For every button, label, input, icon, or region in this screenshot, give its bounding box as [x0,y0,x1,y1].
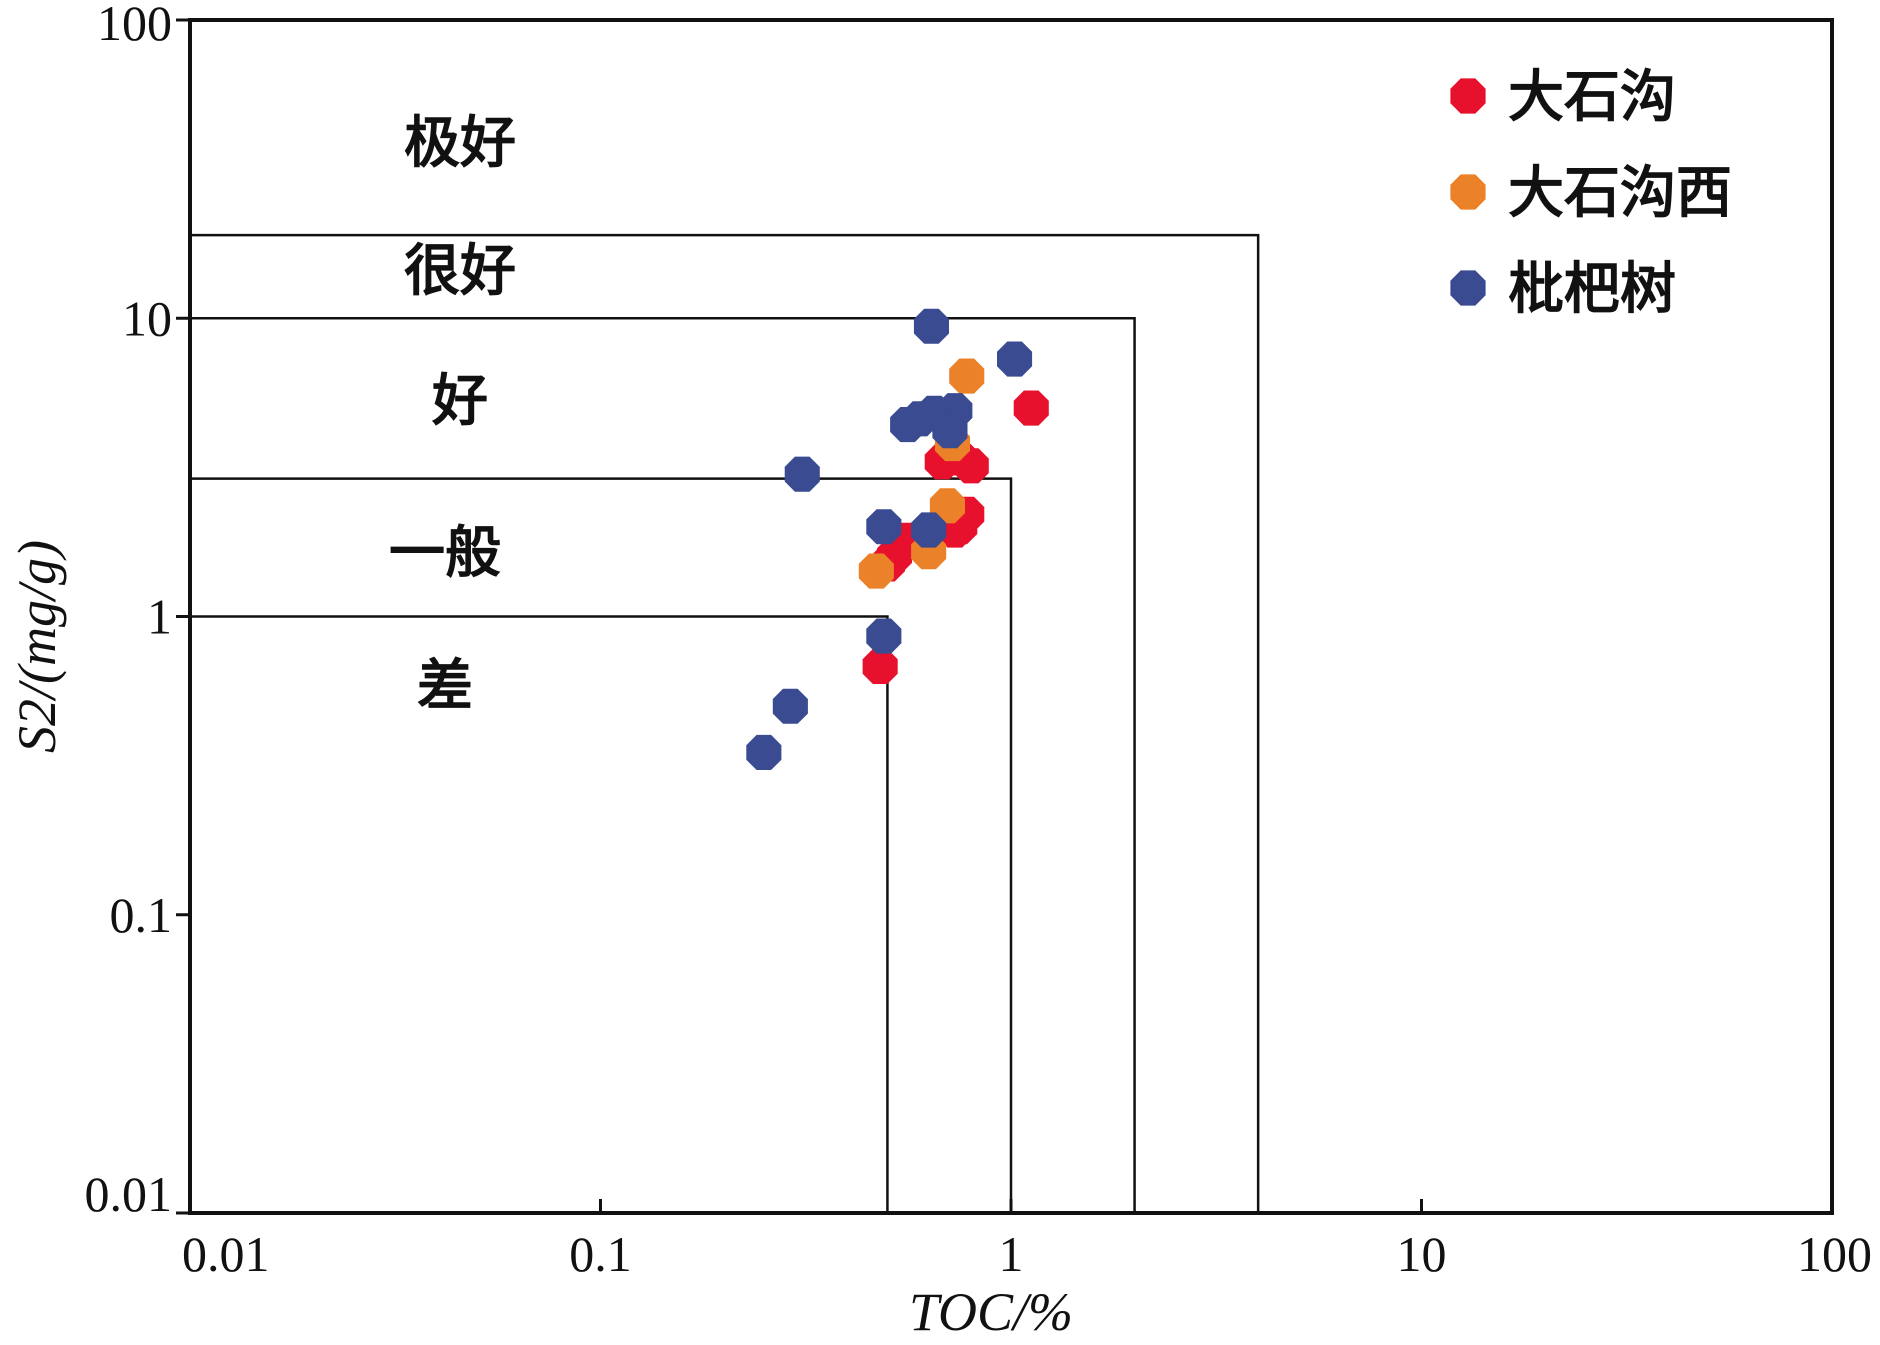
zone-boundary-2 [190,477,1013,1213]
data-point-series-3 [932,413,968,449]
legend-label-2: 大石沟西 [1508,161,1732,226]
y-axis-title: S2/(mg/g) [7,540,67,753]
zone-label-1: 极好 [404,111,516,176]
x-tick-label: 1 [999,1226,1024,1282]
legend-label-3: 枇杷树 [1508,257,1676,322]
zone-boundary-1 [190,615,889,1213]
legend-marker-2 [1450,174,1486,210]
y-tick-label: 0.1 [110,887,173,943]
y-tick-label: 1 [147,589,172,645]
data-point-series-3 [866,509,902,545]
zone-label-2: 很好 [404,239,516,304]
data-point-series-1 [1013,390,1049,426]
x-tick-label: 0.01 [182,1226,270,1282]
zone-label-4: 一般 [389,521,501,586]
data-point-series-3 [913,308,949,344]
axes: 0.01 0.1 1 10 100 0.01 0.1 1 10 100 [85,0,1873,1282]
data-point-series-3 [746,734,782,770]
legend-marker-3 [1450,270,1486,306]
x-axis-title: TOC/% [909,1282,1073,1342]
zone-label-3: 好 [431,369,488,434]
legend-label-1: 大石沟 [1508,65,1676,130]
data-point-series-2 [929,488,965,524]
zone-boundaries [190,233,1260,1213]
data-point-series-3 [866,618,902,654]
x-tick-label: 0.1 [569,1226,632,1282]
legend-marker-1 [1450,78,1486,114]
x-tick-label: 10 [1397,1226,1447,1282]
data-point-series-2 [949,358,985,394]
data-points [746,308,1049,770]
x-tick-label: 100 [1797,1226,1872,1282]
data-point-series-3 [772,688,808,724]
data-point-series-3 [911,512,947,548]
y-tick-label: 100 [97,0,172,51]
y-tick-label: 0.01 [85,1166,173,1222]
zone-boundary-4 [190,233,1260,1213]
data-point-series-3 [997,341,1033,377]
data-point-series-3 [784,456,820,492]
data-point-series-1 [862,648,898,684]
zone-boundary-3 [190,317,1136,1213]
data-point-series-3 [890,407,926,443]
zone-label-5: 差 [417,654,473,719]
data-point-series-2 [858,553,894,589]
y-tick-label: 10 [122,290,172,346]
